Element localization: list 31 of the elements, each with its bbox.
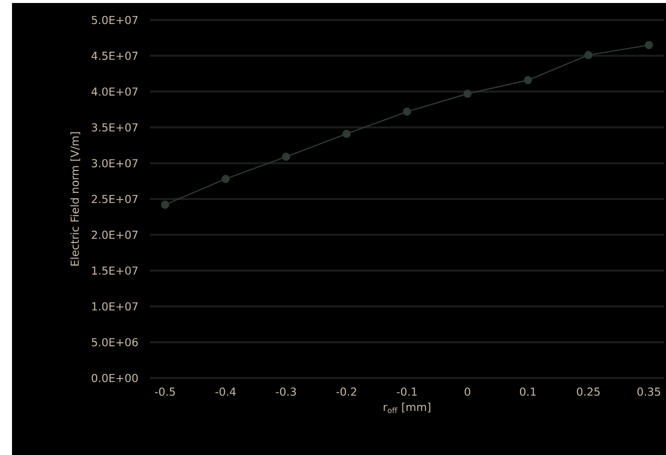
y-tick-label: 0.0E+00 bbox=[92, 374, 138, 382]
y-tick-label: 1.0E+07 bbox=[92, 302, 138, 311]
x-tick-label: -0.3 bbox=[276, 388, 296, 396]
point bbox=[524, 76, 532, 84]
x-tick-label: -0.4 bbox=[215, 388, 236, 396]
y-tick-label: 1.5E+07 bbox=[92, 266, 138, 275]
y-tick-label: 5.0E+07 bbox=[92, 16, 138, 24]
point bbox=[584, 51, 592, 60]
point bbox=[342, 130, 351, 138]
point bbox=[402, 108, 412, 116]
point bbox=[463, 90, 472, 98]
x-tick-label: 0 bbox=[464, 388, 470, 396]
x-tick-label: -0.5 bbox=[154, 388, 175, 396]
y-axis-title: Electric Field norm [V/m] bbox=[70, 132, 80, 266]
x-axis-title: r$_{off}$ [mm] bbox=[384, 402, 430, 414]
y-tick-label: 5.0E+06 bbox=[92, 338, 138, 346]
x-tick-label: 0.35 bbox=[637, 388, 660, 396]
point bbox=[282, 152, 290, 161]
x-tick-label: -0.2 bbox=[336, 388, 356, 396]
y-tick-label: 3.5E+07 bbox=[92, 123, 138, 132]
y-tick-label: 4.0E+07 bbox=[92, 87, 138, 96]
y-tick-label: 2.5E+07 bbox=[92, 194, 138, 204]
x-tick-label: -0.1 bbox=[396, 388, 417, 396]
x-tick-label: 0.1 bbox=[520, 388, 536, 396]
point bbox=[644, 40, 653, 50]
y-tick-label: 3.0E+07 bbox=[92, 159, 138, 168]
y-tick-label: 4.5E+07 bbox=[92, 52, 138, 60]
x-tick-label: 0.25 bbox=[576, 388, 600, 396]
point bbox=[222, 174, 230, 184]
point bbox=[161, 200, 170, 209]
y-tick-label: 2.0E+07 bbox=[92, 230, 138, 239]
